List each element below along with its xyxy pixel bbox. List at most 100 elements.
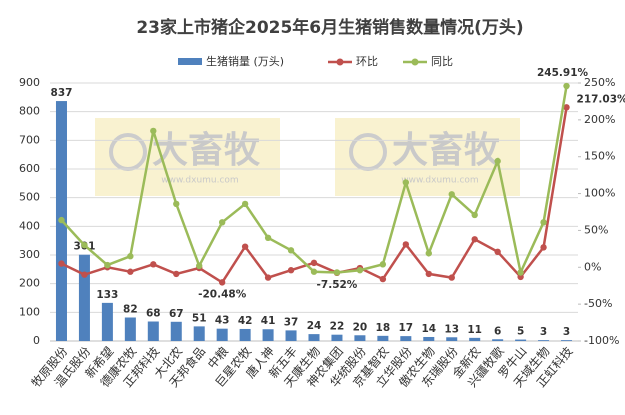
line-marker: [241, 200, 249, 208]
line-marker: [81, 241, 88, 249]
bar-value-label: 13: [444, 323, 459, 335]
bar: [308, 334, 320, 341]
line-value-label: 217.03%: [577, 93, 625, 105]
y-tick-label: 900: [19, 76, 40, 89]
watermark-url: www.dxumu.com: [161, 176, 238, 186]
line-marker: [333, 269, 341, 276]
bar: [561, 340, 573, 341]
line-marker: [448, 274, 455, 281]
y-tick-label: 800: [19, 105, 40, 118]
bar-value-label: 133: [96, 289, 118, 301]
line-marker: [402, 241, 410, 248]
y-tick-label: 600: [19, 162, 40, 175]
y2-tick-label: 0%: [584, 260, 601, 273]
bar: [216, 328, 228, 341]
bar: [147, 321, 159, 341]
legend-marker: [411, 58, 419, 66]
line-marker: [264, 234, 272, 241]
bar: [354, 335, 366, 341]
bar: [78, 254, 90, 341]
watermark-url: www.dxumu.com: [401, 176, 478, 186]
line-marker: [241, 243, 249, 250]
bar-value-label: 5: [517, 326, 524, 338]
bar: [285, 330, 297, 341]
bar-value-label: 24: [307, 320, 322, 332]
bar-value-label: 18: [376, 322, 391, 334]
line-marker: [218, 219, 226, 226]
legend-label: 环比: [356, 55, 378, 68]
bar: [400, 336, 412, 341]
bar-value-label: 41: [261, 315, 276, 327]
bar: [101, 302, 113, 341]
bar-value-label: 22: [330, 321, 345, 333]
y-tick-label: 100: [19, 305, 40, 318]
bar-value-label: 20: [353, 321, 368, 333]
line-marker: [517, 273, 524, 281]
line-marker: [471, 236, 478, 243]
line-marker: [425, 270, 432, 278]
line-marker: [356, 267, 364, 274]
line-marker: [127, 268, 134, 275]
line-marker: [173, 200, 180, 208]
bar: [423, 336, 435, 341]
bar: [492, 339, 504, 341]
line-marker: [379, 261, 387, 268]
legend-marker: [336, 58, 344, 66]
bar: [331, 334, 343, 341]
bar-value-label: 82: [123, 303, 138, 315]
y2-tick-label: 250%: [584, 76, 615, 89]
line-marker: [494, 157, 501, 165]
y2-tick-label: -100%: [584, 334, 619, 347]
watermark-box: [95, 118, 280, 196]
watermark: 大畜牧: [152, 130, 261, 171]
line-marker: [218, 279, 226, 286]
legend-label: 同比: [431, 55, 453, 68]
line-marker: [563, 104, 570, 111]
line-marker: [196, 262, 203, 270]
bar: [124, 317, 136, 341]
y2-tick-label: 200%: [584, 113, 615, 126]
legend-swatch: [178, 58, 202, 65]
bar: [469, 337, 481, 341]
line-marker: [494, 248, 501, 256]
y-tick-label: 500: [19, 191, 40, 204]
bar-value-label: 837: [51, 87, 73, 99]
bar-value-label: 68: [146, 308, 161, 320]
bar-value-label: 3: [563, 326, 570, 338]
bar: [515, 339, 527, 341]
line-value-label: 245.91%: [537, 67, 589, 79]
line-marker: [310, 268, 318, 275]
line-value-label: -20.48%: [198, 288, 247, 300]
line-marker: [173, 270, 180, 278]
bar-value-label: 3: [540, 326, 547, 338]
line-marker: [425, 250, 432, 257]
line-marker: [150, 261, 157, 268]
bar-value-label: 17: [399, 322, 414, 334]
chart-title: 23家上市猪企2025年6月生猪销售数量情况(万头): [136, 17, 523, 38]
y2-tick-label: 50%: [584, 223, 608, 236]
y-tick-label: 400: [19, 219, 40, 232]
line-marker: [448, 191, 455, 198]
line-marker: [471, 211, 478, 219]
y2-tick-label: 150%: [584, 150, 615, 163]
line-marker: [127, 253, 134, 260]
line-marker: [540, 244, 547, 251]
y-tick-label: 200: [19, 277, 40, 290]
grid: [50, 82, 578, 342]
y-tick-label: 0: [33, 334, 40, 347]
line-marker: [379, 275, 387, 283]
line-marker: [517, 269, 524, 276]
line-marker: [104, 261, 111, 269]
line-marker: [563, 82, 570, 90]
bar: [170, 321, 182, 341]
bar-value-label: 67: [169, 308, 184, 320]
line-value-label: -7.52%: [317, 279, 358, 291]
bar: [239, 328, 251, 341]
bar-value-label: 14: [421, 323, 436, 335]
bar: [377, 335, 389, 341]
line-marker: [150, 127, 157, 135]
bar: [446, 337, 458, 341]
line-marker: [287, 267, 295, 274]
bar: [193, 326, 205, 341]
